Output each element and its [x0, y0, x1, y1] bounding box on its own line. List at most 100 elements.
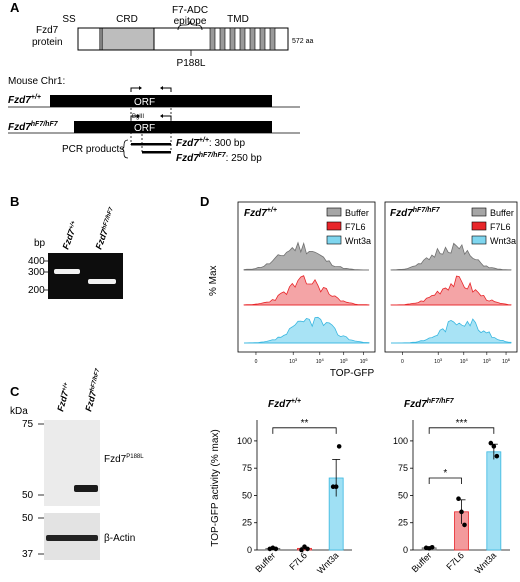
significance-bracket	[428, 427, 495, 434]
blot-unit-label: kDa	[10, 406, 28, 417]
data-point	[462, 522, 467, 528]
mut-f7l6-ridge	[390, 275, 512, 306]
gel-band-wt	[54, 269, 80, 274]
protein-label-line2: protein	[32, 37, 63, 48]
y-tick-label: 75	[242, 463, 252, 473]
histogram-title-wt: Fzd7+/+	[244, 207, 277, 219]
data-point	[333, 484, 339, 490]
tmd-helix-5	[249, 27, 256, 51]
bar-chart-wt: 0 25 50 75 100 Buffer F7L6 Wnt3a **	[237, 418, 352, 576]
mut-buffer-ridge	[390, 242, 512, 271]
pcr-product-wt-label: Fzd7+/+: 300 bp	[176, 137, 245, 149]
primer-forward-wt	[130, 87, 139, 92]
hist-tick-label: 105	[483, 357, 492, 365]
data-point	[299, 547, 304, 553]
legend-mut: Buffer F7L6 Wnt3a	[471, 207, 516, 246]
y-tick-label: 100	[237, 436, 252, 446]
tmd-helix-2	[219, 27, 226, 51]
data-point	[273, 546, 279, 552]
data-point	[459, 509, 464, 515]
blot-lane-2-label: Fzd7hF7/hF7	[83, 367, 104, 412]
protein-label-line1: Fzd7	[36, 25, 59, 36]
primer-reverse-mut	[163, 115, 172, 120]
significance-label: *	[443, 468, 447, 479]
y-tick-label: 0	[403, 545, 408, 555]
protein-length: 572 aa	[292, 38, 314, 45]
primer-forward-head-mut	[137, 114, 140, 118]
epitope-brace	[177, 20, 203, 31]
data-point	[491, 444, 497, 449]
allele-mut-label: Fzd7hF7/hF7	[8, 121, 59, 133]
bar-chart-y-label: TOP-GFP activity (% max)	[210, 429, 221, 546]
x-tick-label: Wnt3a	[473, 550, 498, 575]
epitope-label-line1: F7-ADC	[172, 5, 208, 16]
panel-c: C kDa Fzd7+/+ Fzd7hF7/hF7 75 50 50 37 Fz…	[10, 367, 144, 560]
y-tick-label: 75	[398, 463, 408, 473]
wt-f7l6-ridge	[243, 275, 370, 306]
hist-tick-label: 0	[401, 359, 404, 365]
tmd-helix-6	[259, 27, 266, 51]
histogram-x-ticks: 0 103 104 105 106 0 103 104 105 106	[255, 352, 511, 365]
legend-swatch-buffer	[471, 207, 487, 217]
data-point	[305, 546, 310, 552]
significance-label: **	[301, 418, 309, 429]
pcr-product-mut-label: Fzd7hF7/hF7: 250 bp	[176, 152, 262, 164]
domain-tmd-label: TMD	[227, 14, 249, 25]
x-tick-label: Buffer	[253, 550, 277, 574]
significance-label: ***	[456, 418, 468, 429]
data-point	[429, 544, 435, 550]
blot-marker-75: 75	[22, 419, 34, 430]
bar-wnt3a	[486, 451, 502, 551]
legend-label-buffer: Buffer	[345, 208, 369, 218]
hist-tick-label: 106	[502, 357, 511, 365]
histogram-y-label: % Max	[208, 265, 219, 296]
hist-tick-label: 103	[289, 357, 298, 365]
data-point	[488, 440, 494, 446]
tmd-domain	[209, 27, 276, 51]
histogram-frame-wt	[237, 201, 376, 353]
pcr-products-label: PCR products	[62, 144, 124, 155]
x-tick-label: Buffer	[410, 550, 434, 574]
legend-label-buffer: Buffer	[490, 208, 514, 218]
blot-marker-50-bottom: 50	[22, 513, 34, 524]
data-point	[456, 496, 461, 502]
hist-tick-label: 104	[460, 357, 469, 365]
significance-bracket	[272, 427, 337, 434]
y-tick-label: 100	[393, 436, 408, 446]
orf-label-mut: ORF	[134, 123, 155, 134]
histogram-frame-mut	[384, 201, 518, 353]
significance-bracket	[428, 477, 462, 484]
legend-label-f7l6: F7L6	[345, 222, 366, 232]
panel-a-letter: A	[10, 0, 20, 15]
gel-lane-2-label: Fzd7hF7/hF7	[93, 206, 118, 251]
histogram-x-label: TOP-GFP	[330, 368, 375, 379]
panel-c-letter: C	[10, 384, 20, 399]
wt-wnt3a-ridge	[243, 316, 370, 344]
chromosome-label: Mouse Chr1:	[8, 76, 65, 87]
legend-wt: Buffer F7L6 Wnt3a	[326, 207, 371, 246]
blot-marker-37: 37	[22, 549, 34, 560]
gel-unit-label: bp	[34, 238, 46, 249]
orf-block-wt	[50, 95, 272, 107]
gel-marker-300: 300	[28, 267, 45, 278]
mut-wnt3a-ridge	[391, 318, 512, 344]
orf-block-mut	[74, 121, 272, 133]
domain-crd-label: CRD	[116, 14, 138, 25]
y-tick-label: 50	[242, 490, 252, 500]
pcr-product-mut-bar	[142, 151, 171, 154]
hist-tick-label: 106	[360, 357, 369, 365]
histogram-wt	[243, 241, 370, 344]
blot-band-fzd7	[74, 485, 98, 492]
agarose-gel	[48, 253, 123, 299]
histogram-mut	[390, 242, 512, 344]
primer-forward-head-wt	[139, 86, 142, 90]
panel-a: A Fzd7 protein SS CRD F7-ADC epitope TMD…	[8, 0, 314, 164]
primer-reverse-head-mut	[160, 114, 163, 118]
tmd-helix-3	[229, 27, 236, 51]
legend-swatch-f7l6	[326, 221, 342, 231]
hist-tick-label: 103	[434, 357, 443, 365]
tmd-helix-4	[239, 27, 246, 51]
pcr-brace	[120, 139, 129, 159]
